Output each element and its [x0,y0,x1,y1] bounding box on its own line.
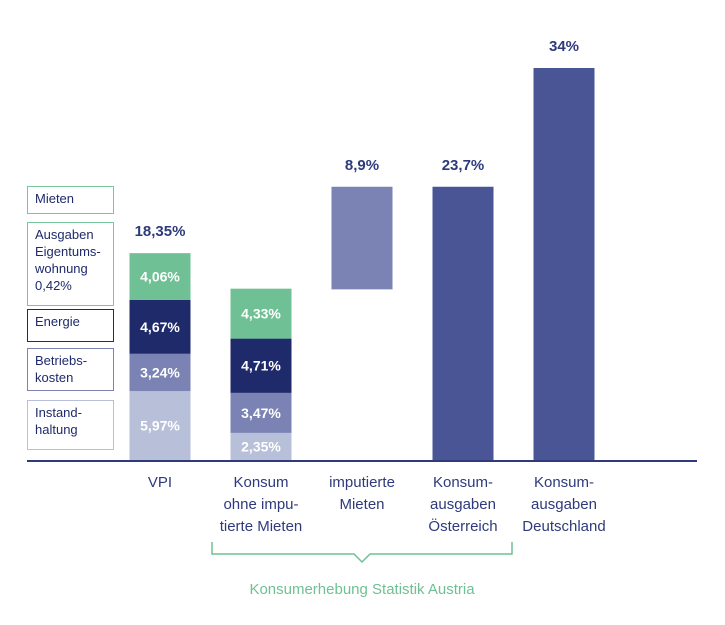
bar-segment [230,432,292,460]
bar-segment [129,253,191,300]
legend-label: haltung [35,422,78,437]
tick-label: ausgaben [430,496,496,513]
legend-label: Betriebs- [35,353,88,368]
legend-item: Ausgaben Eigentums-wohnung 0,42% [27,222,114,306]
value-label: 34% [549,38,579,55]
legend-label: Mieten [35,191,75,206]
value-label: 23,7% [442,157,485,174]
total-label: 18,35% [135,223,186,240]
tick-label: VPI [148,474,172,491]
tick-label: ohne impu- [223,496,298,513]
data-label: 4,67% [140,319,180,335]
legend-label: 0,42% [35,278,72,293]
legend-label: wohnung [35,261,88,276]
bar-segment [129,353,191,392]
legend-item: Mieten [27,186,114,214]
data-label: 5,97% [140,418,180,434]
bar-segment [129,299,191,354]
data-label: 4,33% [241,306,281,322]
tick-label: Konsum- [534,474,594,491]
bracket [211,542,513,564]
legend-item: Instand-haltung [27,400,114,450]
bar [331,186,393,290]
data-label: 2,35% [241,438,281,454]
tick-label: Konsum [233,474,288,491]
tick-label: Österreich [428,517,497,535]
bar-segment [129,391,191,460]
legend-item: Betriebs-kosten [27,348,114,391]
tick-label: ausgaben [531,496,597,513]
legend-label: Eigentums- [35,244,101,259]
tick-label: Konsum- [433,474,493,491]
legend-item: Energie [27,309,114,342]
data-label: 3,47% [241,405,281,421]
tick-label: tierte Mieten [220,518,303,535]
value-label: 8,9% [345,157,379,174]
legend-label: Ausgaben [35,227,94,242]
bar [533,68,595,460]
bar [432,186,494,461]
bracket-label: Konsumerhebung Statistik Austria [249,581,475,598]
legend-label: kosten [35,370,74,385]
data-label: 3,24% [140,364,180,380]
data-label: 4,71% [241,358,281,374]
bar-segment [230,392,292,433]
legend-label: Energie [35,314,80,329]
tick-label: Deutschland [522,518,605,535]
bar-segment [230,338,292,393]
tick-label: Mieten [339,496,384,513]
legend-label: Instand- [35,405,82,420]
tick-label: imputierte [329,474,395,491]
data-label: 4,06% [140,269,180,285]
bar-segment [230,288,292,339]
